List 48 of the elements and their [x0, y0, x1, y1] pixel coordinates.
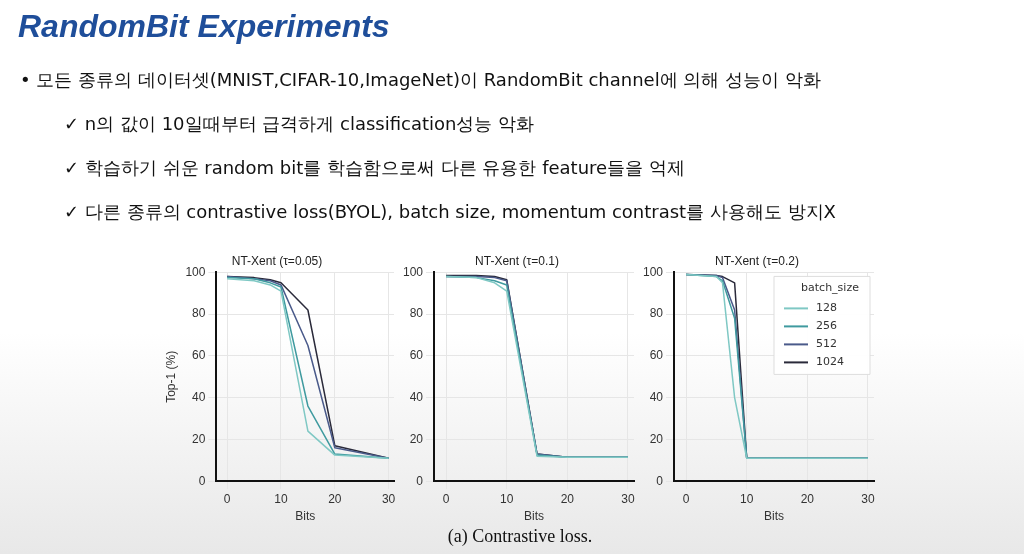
x-tick-label: 20	[328, 491, 342, 506]
x-tick-label: 10	[740, 491, 754, 506]
y-tick-label: 100	[642, 264, 664, 279]
x-tick-label: 10	[500, 491, 514, 506]
x-axis-title: Bits	[295, 509, 316, 524]
x-axis-title: Bits	[764, 509, 785, 524]
y-tick-label: 0	[198, 473, 206, 488]
chart-title: NT-Xent (τ=0.2)	[715, 253, 799, 268]
y-tick-label: 40	[409, 389, 424, 404]
text: • 모든 종류의 데이터셋(MNIST,CIFAR-10,ImageNet)이 RandomBit channel에 의해 성능이 악화	[20, 68, 822, 92]
x-tick-label: 10	[274, 491, 288, 506]
y-tick-label: 20	[649, 431, 664, 446]
legend-label: 128	[816, 301, 837, 315]
legend-title: batch_size	[801, 281, 860, 295]
legend-label: 256	[816, 319, 837, 333]
text: (a) Contrastive loss.	[446, 526, 594, 547]
y-tick-label: 60	[192, 348, 206, 363]
y-tick-label: 80	[192, 306, 206, 321]
x-tick-label: 0	[223, 491, 231, 506]
x-tick-label: 20	[560, 491, 575, 506]
y-tick-label: 100	[185, 264, 206, 279]
legend-label: 1024	[816, 355, 844, 369]
chart-title: NT-Xent (τ=0.05)	[231, 253, 323, 268]
y-tick-label: 40	[649, 389, 664, 404]
y-tick-label: 0	[416, 473, 424, 488]
y-tick-label: 20	[409, 431, 424, 446]
y-tick-label: 20	[192, 431, 206, 446]
y-tick-label: 60	[409, 348, 424, 363]
x-axis-title: Bits	[524, 509, 545, 524]
x-tick-label: 0	[442, 491, 450, 506]
x-tick-label: 30	[381, 491, 396, 506]
text: ✓ 다른 종류의 contrastive loss(BYOL), batch size, momentum contrast를 사용해도 방지X	[63, 200, 836, 224]
x-tick-label: 30	[621, 491, 635, 506]
y-tick-label: 80	[409, 306, 424, 321]
y-tick-label: 40	[192, 389, 206, 404]
legend-label: 512	[816, 337, 837, 351]
y-tick-label: 0	[656, 473, 664, 488]
text: ✓ 학습하기 쉬운 random bit를 학습함으로써 다른 유용한 feature들을 억제	[63, 156, 686, 180]
y-axis-title: Top-1 (%)	[163, 350, 178, 403]
chart-title: NT-Xent (τ=0.1)	[475, 253, 559, 268]
y-tick-label: 60	[649, 348, 664, 363]
x-tick-label: 20	[800, 491, 815, 506]
y-tick-label: 80	[649, 306, 664, 321]
text: RandomBit Experiments	[18, 8, 390, 45]
x-tick-label: 0	[682, 491, 690, 506]
x-tick-label: 30	[861, 491, 875, 506]
y-tick-label: 100	[402, 264, 424, 279]
text: ✓ n의 값이 10일때부터 급격하게 classification성능 악화	[63, 112, 536, 136]
